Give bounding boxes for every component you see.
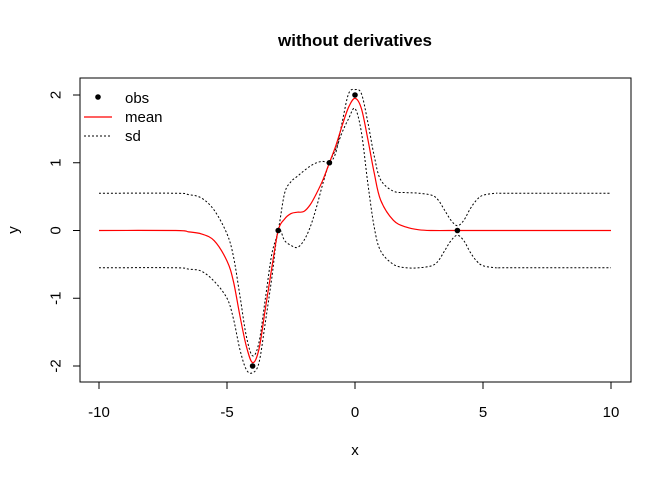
sd-lower-line [98,107,611,374]
y-tick-label: 0 [48,226,65,234]
obs-point [326,159,333,166]
x-tick-label: -5 [220,404,233,421]
x-tick-label: 10 [603,404,620,421]
sd-upper-line [98,88,611,357]
obs-points [249,92,461,369]
legend-mean-label: mean [125,109,163,126]
y-tick-label: -1 [48,292,65,305]
x-axis: -10 -5 0 5 10 [88,381,620,421]
obs-point [249,363,256,369]
legend-sd-label: sd [125,128,141,145]
y-tick-label: 2 [48,91,65,99]
y-axis: -2 -1 0 1 2 [48,91,81,373]
legend-obs-label: obs [125,90,149,107]
chart-title: without derivatives [277,31,432,50]
legend-obs-marker [95,94,101,100]
x-axis-label: x [351,442,359,459]
y-tick-label: -2 [48,359,65,372]
x-tick-label: 5 [479,404,487,421]
x-tick-label: 0 [351,404,359,421]
obs-point [352,92,358,98]
x-tick-label: -10 [88,404,110,421]
mean-line [98,97,611,364]
legend: obs mean sd [84,90,163,145]
obs-point [275,227,282,234]
y-axis-label: y [5,226,22,234]
obs-point [454,227,461,234]
y-tick-label: 1 [48,159,65,167]
